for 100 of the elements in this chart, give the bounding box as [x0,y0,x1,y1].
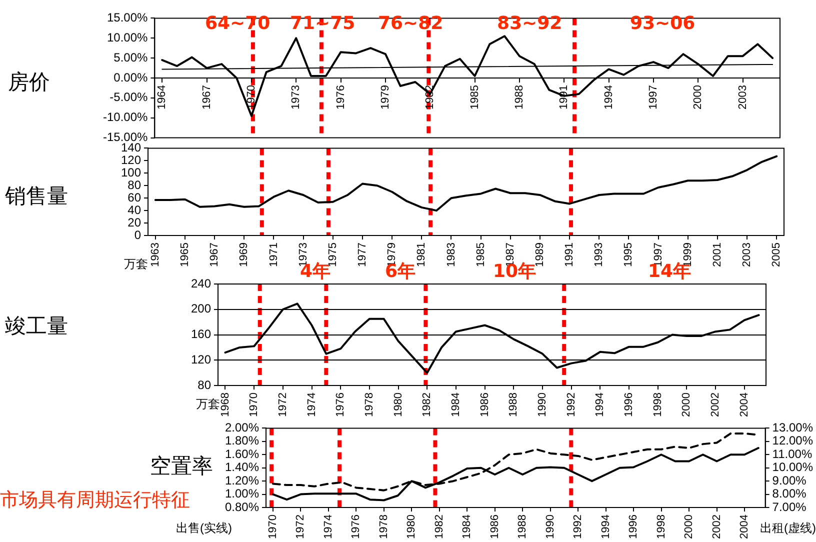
x-tick-label: 1992 [565,392,578,418]
y-tick-label: 5.00% [114,50,148,64]
y-tick-label: -5.00% [110,90,148,104]
x-tick-label: 2002 [710,392,722,418]
annotation: 76~82 [378,13,444,34]
y-tick-label: 10.00% [106,30,148,44]
x-tick-label: 2004 [738,514,751,540]
x-tick-label: 1977 [356,242,369,268]
text: 空置率 [150,453,213,480]
x-tick-label: 2000 [692,85,704,110]
x-tick-label: 1985 [468,85,481,110]
y-tick-label: 2.00% [224,420,260,435]
x-tick-label: 1983 [445,242,458,268]
y-tick-label: 60 [128,190,142,204]
x-tick-label: 1972 [276,392,289,418]
y2-tick-label: 9.00% [772,473,807,488]
y2-tick-label: 12.00% [772,434,814,448]
x-tick-label: 1967 [208,242,221,268]
x-tick-label: 1970 [248,392,260,418]
y-tick-label: 200 [190,302,212,316]
x-tick-label: 1978 [363,392,376,418]
x-tick-label: 1976 [334,85,347,110]
x-tick-label: 1980 [392,392,404,418]
x-tick-label: 1990 [536,392,549,418]
x-tick-label: 1976 [334,392,347,418]
y-tick-label: 0.80% [224,500,260,514]
y-tick-label: -10.00% [102,110,148,124]
y-axis-title: 万套 [196,397,220,411]
y2-tick-label: 13.00% [772,420,814,435]
x-tick-label: 1974 [322,514,334,540]
y-tick-label: 100 [120,165,142,180]
x-tick-label: 1986 [478,392,491,418]
x-tick-label: 2004 [738,392,750,418]
x-tick-label: 2003 [741,242,754,268]
y-tick-label: 120 [120,152,142,167]
x-tick-label: 1993 [593,242,606,268]
x-tick-label: 1996 [628,514,640,540]
x-tick-label: 1963 [149,242,162,268]
text: 房价 [8,69,50,96]
x-tick-label: 1989 [534,242,546,268]
x-tick-label: 2003 [736,85,749,110]
x-tick-label: 1967 [200,85,213,110]
x-tick-label: 1998 [652,392,664,418]
x-tick-label: 1972 [294,514,307,540]
x-tick-label: 1974 [306,392,318,418]
y-tick-label: 1.40% [224,460,260,474]
y-tick-label: 240 [190,276,212,290]
x-tick-label: 2001 [711,242,724,268]
x-tick-label: 1965 [179,242,192,268]
y-tick-label: 80 [128,178,142,192]
y2-axis-title: 出租(虚线) [760,521,816,535]
x-tick-label: 1973 [290,85,302,110]
y-tick-label: 1.00% [224,486,260,501]
annotation: 83~92 [497,13,562,34]
x-tick-label: 1968 [219,392,232,418]
x-tick-label: 1969 [238,242,250,268]
x-tick-label: 1980 [406,514,418,540]
x-tick-label: 1984 [461,514,474,540]
annotation: 71~75 [290,13,356,34]
x-tick-label: 1985 [474,242,487,268]
x-tick-label: 2005 [770,242,783,268]
y-axis-title: 万套 [124,257,148,271]
x-tick-label: 1982 [433,514,446,540]
x-tick-label: 1992 [572,514,584,540]
y2-tick-label: 10.00% [772,460,814,474]
y-tick-label: 20 [128,215,142,230]
y2-tick-label: 7.00% [772,500,807,514]
text: 销售量 [5,183,68,210]
x-tick-label: 1988 [516,514,529,540]
x-tick-label: 1995 [622,242,635,268]
y-tick-label: 15.00% [106,10,148,25]
y-tick-label: 0.00% [114,70,148,84]
y-tick-label: 1.80% [224,434,260,448]
x-tick-label: 1964 [156,85,168,110]
y-tick-label: 160 [190,327,212,342]
x-tick-label: 1984 [450,392,462,418]
x-tick-label: 1978 [378,514,390,540]
annotation: 64~70 [205,13,270,34]
y2-tick-label: 11.00% [772,446,812,461]
x-tick-label: 1981 [416,242,428,268]
text: 竣工量 [5,313,68,340]
x-tick-label: 1976 [350,514,362,540]
x-tick-label: 1991 [564,242,576,268]
x-tick-label: 1996 [623,392,636,418]
x-tick-label: 1979 [379,85,392,110]
y2-tick-label: 8.00% [772,486,807,501]
x-tick-label: 1990 [544,514,556,540]
x-tick-label: 1998 [655,514,668,540]
x-tick-label: 2000 [683,514,696,540]
x-tick-label: 1986 [488,514,501,540]
y-tick-label: 1.60% [224,446,260,461]
annotation: 93~06 [630,13,696,34]
x-tick-label: 2002 [710,514,723,540]
x-tick-label: 2000 [680,392,693,418]
x-tick-label: 1994 [594,392,606,418]
x-tick-label: 1988 [513,85,526,110]
x-tick-label: 1982 [421,392,434,418]
y-axis-title: 出售(实线) [176,521,232,535]
x-tick-label: 1988 [508,392,520,418]
x-tick-label: 1970 [266,514,279,540]
